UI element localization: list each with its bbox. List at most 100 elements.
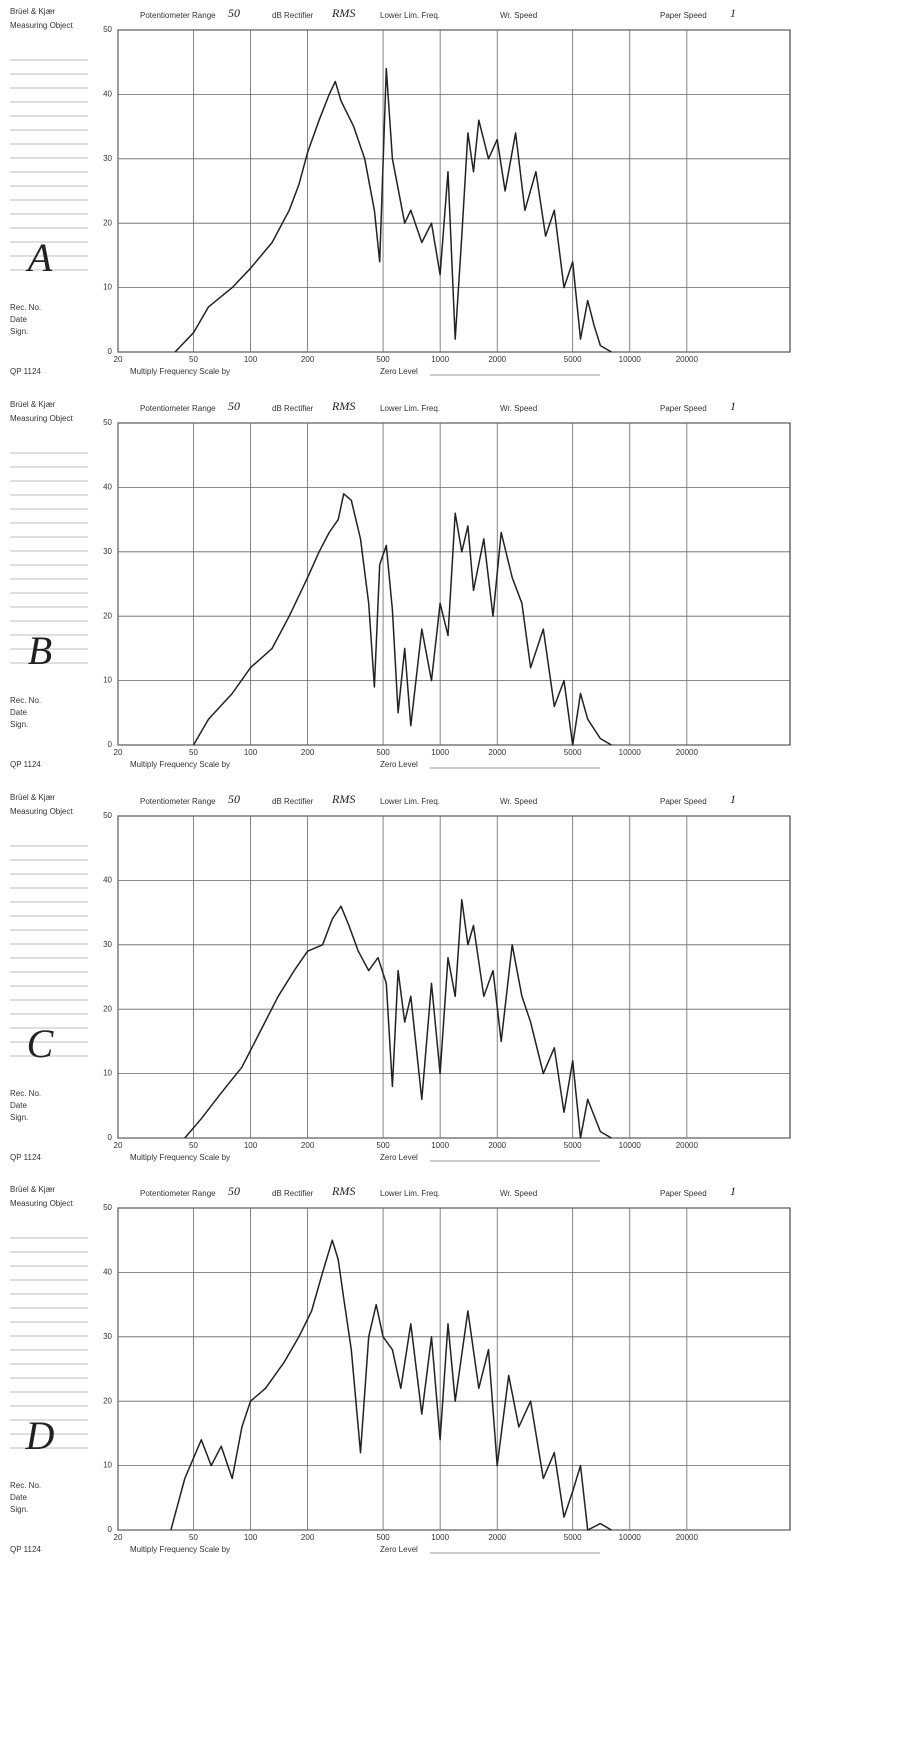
x-tick-label: 2000 — [488, 1533, 506, 1542]
x-tick-label: 10000 — [619, 1141, 642, 1150]
form-date: Date — [10, 1493, 27, 1502]
rectifier-value: RMS — [331, 399, 355, 413]
x-tick-label: 100 — [244, 748, 258, 757]
y-tick-label: 10 — [103, 1461, 112, 1470]
potentiometer-value: 50 — [228, 1184, 240, 1198]
x-tick-label: 20 — [114, 1533, 123, 1542]
form-rec-no: Rec. No. — [10, 696, 41, 705]
form-paper-speed: Paper Speed — [660, 404, 707, 413]
y-tick-label: 10 — [103, 283, 112, 292]
x-tick-label: 10000 — [619, 748, 642, 757]
form-brand: Brüel & Kjær — [10, 400, 56, 409]
x-tick-label: 50 — [189, 1141, 198, 1150]
paper-speed-value: 1 — [730, 1184, 736, 1198]
form-writing-speed: Wr. Speed — [500, 797, 537, 806]
form-lower-lim: Lower Lim. Freq. — [380, 797, 440, 806]
x-tick-label: 10000 — [619, 355, 642, 364]
form-date: Date — [10, 1101, 27, 1110]
x-tick-label: 20000 — [676, 1533, 699, 1542]
x-tick-label: 1000 — [431, 355, 449, 364]
form-measuring-object: Measuring Object — [10, 1199, 73, 1208]
x-tick-label: 500 — [376, 1533, 390, 1542]
form-writing-speed: Wr. Speed — [500, 404, 537, 413]
potentiometer-value: 50 — [228, 6, 240, 20]
form-measuring-object: Measuring Object — [10, 807, 73, 816]
x-tick-label: 100 — [244, 1533, 258, 1542]
x-tick-label: 50 — [189, 748, 198, 757]
potentiometer-value: 50 — [228, 792, 240, 806]
y-tick-label: 20 — [103, 1396, 112, 1405]
x-tick-label: 200 — [301, 1533, 315, 1542]
form-multiply: Multiply Frequency Scale by — [130, 1545, 230, 1554]
form-lower-lim: Lower Lim. Freq. — [380, 11, 440, 20]
x-tick-label: 200 — [301, 1141, 315, 1150]
form-writing-speed: Wr. Speed — [500, 1189, 537, 1198]
y-tick-label: 50 — [103, 25, 112, 34]
x-tick-label: 5000 — [564, 1533, 582, 1542]
chart-letter: D — [25, 1413, 55, 1458]
y-tick-label: 50 — [103, 418, 112, 427]
paper-speed-value: 1 — [730, 792, 736, 806]
form-zero-level: Zero Level — [380, 1153, 418, 1162]
y-tick-label: 10 — [103, 1069, 112, 1078]
y-tick-label: 40 — [103, 1268, 112, 1277]
y-tick-label: 20 — [103, 218, 112, 227]
form-number: QP 1124 — [10, 367, 41, 376]
x-tick-label: 20000 — [676, 1141, 699, 1150]
x-tick-label: 500 — [376, 355, 390, 364]
y-tick-label: 20 — [103, 611, 112, 620]
form-rectifier: dB Rectifier — [272, 797, 314, 806]
form-number: QP 1124 — [10, 760, 41, 769]
x-tick-label: 50 — [189, 1533, 198, 1542]
form-potentiometer: Potentiometer Range — [140, 11, 216, 20]
form-rectifier: dB Rectifier — [272, 11, 314, 20]
form-sign: Sign. — [10, 327, 28, 336]
x-tick-label: 1000 — [431, 1141, 449, 1150]
y-tick-label: 50 — [103, 1203, 112, 1212]
potentiometer-value: 50 — [228, 399, 240, 413]
x-tick-label: 100 — [244, 355, 258, 364]
chart-letter: B — [28, 628, 52, 673]
rectifier-value: RMS — [331, 1184, 355, 1198]
y-tick-label: 10 — [103, 676, 112, 685]
x-tick-label: 10000 — [619, 1533, 642, 1542]
form-sign: Sign. — [10, 720, 28, 729]
form-potentiometer: Potentiometer Range — [140, 1189, 216, 1198]
x-tick-label: 20 — [114, 1141, 123, 1150]
form-paper-speed: Paper Speed — [660, 797, 707, 806]
x-tick-label: 500 — [376, 1141, 390, 1150]
form-brand: Brüel & Kjær — [10, 7, 56, 16]
y-tick-label: 0 — [108, 347, 113, 356]
form-zero-level: Zero Level — [380, 760, 418, 769]
x-tick-label: 20 — [114, 748, 123, 757]
rectifier-value: RMS — [331, 6, 355, 20]
paper-speed-value: 1 — [730, 399, 736, 413]
form-rectifier: dB Rectifier — [272, 1189, 314, 1198]
y-tick-label: 30 — [103, 154, 112, 163]
chart-letter: C — [27, 1021, 55, 1066]
x-tick-label: 20000 — [676, 748, 699, 757]
form-number: QP 1124 — [10, 1153, 41, 1162]
x-tick-label: 2000 — [488, 748, 506, 757]
response-curve — [184, 898, 612, 1139]
form-rec-no: Rec. No. — [10, 1089, 41, 1098]
x-tick-label: 200 — [301, 748, 315, 757]
y-tick-label: 40 — [103, 876, 112, 885]
form-zero-level: Zero Level — [380, 367, 418, 376]
form-measuring-object: Measuring Object — [10, 414, 73, 423]
x-tick-label: 5000 — [564, 355, 582, 364]
form-brand: Brüel & Kjær — [10, 793, 56, 802]
form-sign: Sign. — [10, 1113, 28, 1122]
response-curve — [192, 493, 612, 746]
x-tick-label: 20000 — [676, 355, 699, 364]
x-tick-label: 1000 — [431, 1533, 449, 1542]
form-lower-lim: Lower Lim. Freq. — [380, 1189, 440, 1198]
form-sign: Sign. — [10, 1505, 28, 1514]
y-tick-label: 40 — [103, 90, 112, 99]
y-tick-label: 0 — [108, 1525, 113, 1534]
x-tick-label: 50 — [189, 355, 198, 364]
x-tick-label: 20 — [114, 355, 123, 364]
x-tick-label: 5000 — [564, 1141, 582, 1150]
y-tick-label: 40 — [103, 483, 112, 492]
